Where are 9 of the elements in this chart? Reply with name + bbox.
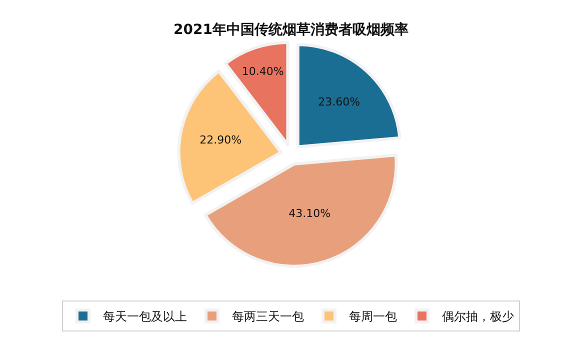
data-label: 23.60% xyxy=(318,95,360,108)
data-label: 10.40% xyxy=(242,64,284,78)
chart-title: 2021年中国传统烟草消费者吸烟频率 xyxy=(174,21,408,38)
legend-label: 每两三天一包 xyxy=(232,310,304,324)
legend-label: 每周一包 xyxy=(349,310,397,324)
legend-label: 偶尔抽，极少 xyxy=(442,310,514,324)
data-label: 43.10% xyxy=(288,206,331,220)
legend-label: 每天一包及以上 xyxy=(103,310,187,324)
data-label: 22.90% xyxy=(200,134,242,147)
